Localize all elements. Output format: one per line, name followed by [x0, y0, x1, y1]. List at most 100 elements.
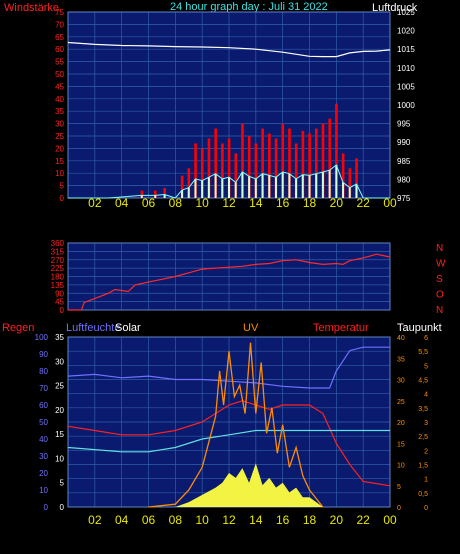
wind-bar	[247, 136, 251, 198]
wind-bar	[301, 131, 305, 198]
wind-bar	[207, 138, 211, 198]
y-tick-right: 995	[397, 120, 411, 129]
x-tick-label: 22	[356, 513, 370, 527]
label-temperatur: Temperatur	[313, 322, 369, 334]
y-tick-left: 270	[51, 256, 65, 265]
x-tick-label: 02	[88, 513, 102, 527]
x-tick-label: 08	[169, 513, 183, 527]
wind-bar	[187, 168, 191, 198]
y-tick-temp: 30	[397, 378, 405, 385]
y-tick-right: 990	[397, 138, 411, 147]
y-tick-solar: 15	[55, 430, 64, 439]
gust-bar	[328, 170, 331, 198]
gust-bar	[301, 174, 304, 198]
gust-bar	[348, 187, 351, 198]
y-tick-temp: 40	[397, 335, 405, 342]
y-tick-left: 225	[51, 264, 65, 273]
x-tick-label: 16	[276, 513, 290, 527]
y-tick-temp: 25	[397, 399, 405, 406]
pressure-line	[67, 41, 391, 58]
y-tick-solar: 30	[55, 357, 64, 366]
uv-line	[148, 342, 324, 508]
y-tick-solar: 35	[55, 333, 64, 342]
wind-bar	[328, 118, 332, 198]
dewpoint-line	[67, 429, 390, 453]
y-tick-solar: 5	[60, 479, 65, 488]
y-tick-regen: 30	[39, 452, 48, 461]
y-tick-right: 1020	[397, 27, 415, 36]
y-tick-regen: 100	[35, 333, 49, 342]
x-tick-label: 12	[222, 513, 236, 527]
y-tick-left: 60	[55, 45, 64, 54]
y-tick-solar: 20	[55, 406, 64, 415]
wind-bar	[163, 188, 166, 198]
y-tick-regen: 90	[39, 350, 48, 359]
gust-bar	[295, 178, 298, 198]
gust-bar	[254, 178, 257, 198]
y-tick-right: 1000	[397, 101, 415, 110]
y-tick-left: 20	[55, 144, 64, 153]
y-tick-temp: 20	[397, 420, 405, 427]
gust-bar	[214, 173, 217, 198]
wind-bar	[294, 143, 298, 198]
y-tick-right: 1015	[397, 45, 415, 54]
y-tick-right: 1025	[397, 8, 415, 17]
gust-bar	[228, 177, 230, 198]
y-tick-left: 90	[55, 289, 64, 298]
y-tick-left: 10	[55, 169, 64, 178]
wind-bar	[227, 138, 231, 198]
header-title: 24 hour graph day : Juli 31 2022	[170, 1, 328, 13]
wind-bar	[140, 190, 144, 198]
y-tick-uv: 4,5	[418, 378, 428, 385]
y-tick-uv: 3	[424, 420, 428, 427]
y-tick-left: 50	[55, 70, 64, 79]
wind-bar	[335, 103, 338, 198]
gust-bar	[194, 178, 197, 198]
y-tick-right: 1010	[397, 64, 415, 73]
y-tick-left: 135	[51, 281, 65, 290]
gust-bar	[241, 171, 244, 198]
gust-bar	[221, 178, 224, 198]
x-tick-label: 20	[330, 513, 344, 527]
gust-bar	[321, 171, 324, 198]
y-tick-regen: 10	[39, 486, 48, 495]
wind-bar	[261, 128, 264, 198]
x-tick-label: 22	[356, 196, 370, 210]
wind-bar	[241, 123, 244, 198]
y-tick-regen: 70	[39, 384, 48, 393]
wind-bar	[180, 175, 184, 198]
compass-label: S	[436, 274, 443, 285]
y-tick-regen: 40	[39, 435, 48, 444]
gust-bar	[335, 165, 338, 198]
gust-bar	[140, 195, 143, 198]
gust-bar	[261, 173, 264, 198]
y-tick-regen: 50	[39, 418, 48, 427]
gust-bar	[187, 187, 190, 198]
x-tick-label: 10	[195, 513, 209, 527]
gust-line	[68, 164, 390, 199]
y-tick-uv: 4	[424, 392, 428, 399]
x-tick-label: 04	[115, 513, 129, 527]
y-tick-left: 30	[55, 120, 64, 129]
wind-bar	[355, 158, 358, 198]
wind-bar	[308, 133, 311, 198]
y-tick-regen: 20	[39, 469, 48, 478]
y-tick-right: 975	[397, 194, 411, 203]
x-tick-label: 14	[249, 196, 263, 210]
gust-bar	[207, 177, 210, 198]
y-tick-uv: 2,5	[418, 434, 428, 441]
wind-bar	[281, 123, 285, 198]
gust-bar	[154, 195, 157, 198]
x-tick-label: 18	[303, 196, 317, 210]
gust-bar	[281, 171, 284, 198]
y-tick-regen: 60	[39, 401, 48, 410]
y-tick-right: 980	[397, 175, 411, 184]
y-tick-temp: 0	[397, 505, 401, 512]
y-tick-temp: 15	[397, 441, 405, 448]
gust-bar	[234, 182, 237, 198]
y-tick-uv: 0	[424, 505, 428, 512]
y-tick-solar: 10	[55, 454, 64, 463]
x-tick-label: 00	[383, 513, 397, 527]
